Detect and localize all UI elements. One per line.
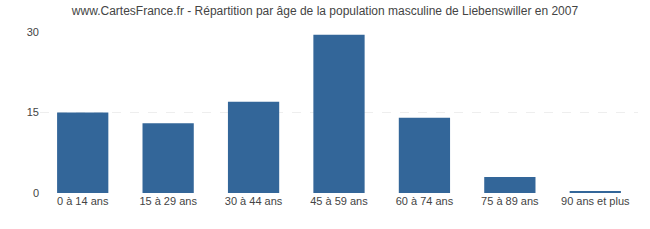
svg-text:30: 30 bbox=[27, 26, 39, 38]
svg-text:90 ans et plus: 90 ans et plus bbox=[561, 195, 630, 207]
svg-text:30 à 44 ans: 30 à 44 ans bbox=[225, 195, 283, 207]
svg-text:15 à 29 ans: 15 à 29 ans bbox=[139, 195, 197, 207]
svg-text:75 à 89 ans: 75 à 89 ans bbox=[481, 195, 539, 207]
svg-text:60 à 74 ans: 60 à 74 ans bbox=[396, 195, 454, 207]
svg-text:0 à 14 ans: 0 à 14 ans bbox=[57, 195, 109, 207]
svg-text:www.CartesFrance.fr - Répartit: www.CartesFrance.fr - Répartition par âg… bbox=[71, 4, 579, 18]
svg-text:0: 0 bbox=[33, 187, 39, 199]
svg-text:45 à 59 ans: 45 à 59 ans bbox=[310, 195, 368, 207]
svg-text:15: 15 bbox=[27, 106, 39, 118]
